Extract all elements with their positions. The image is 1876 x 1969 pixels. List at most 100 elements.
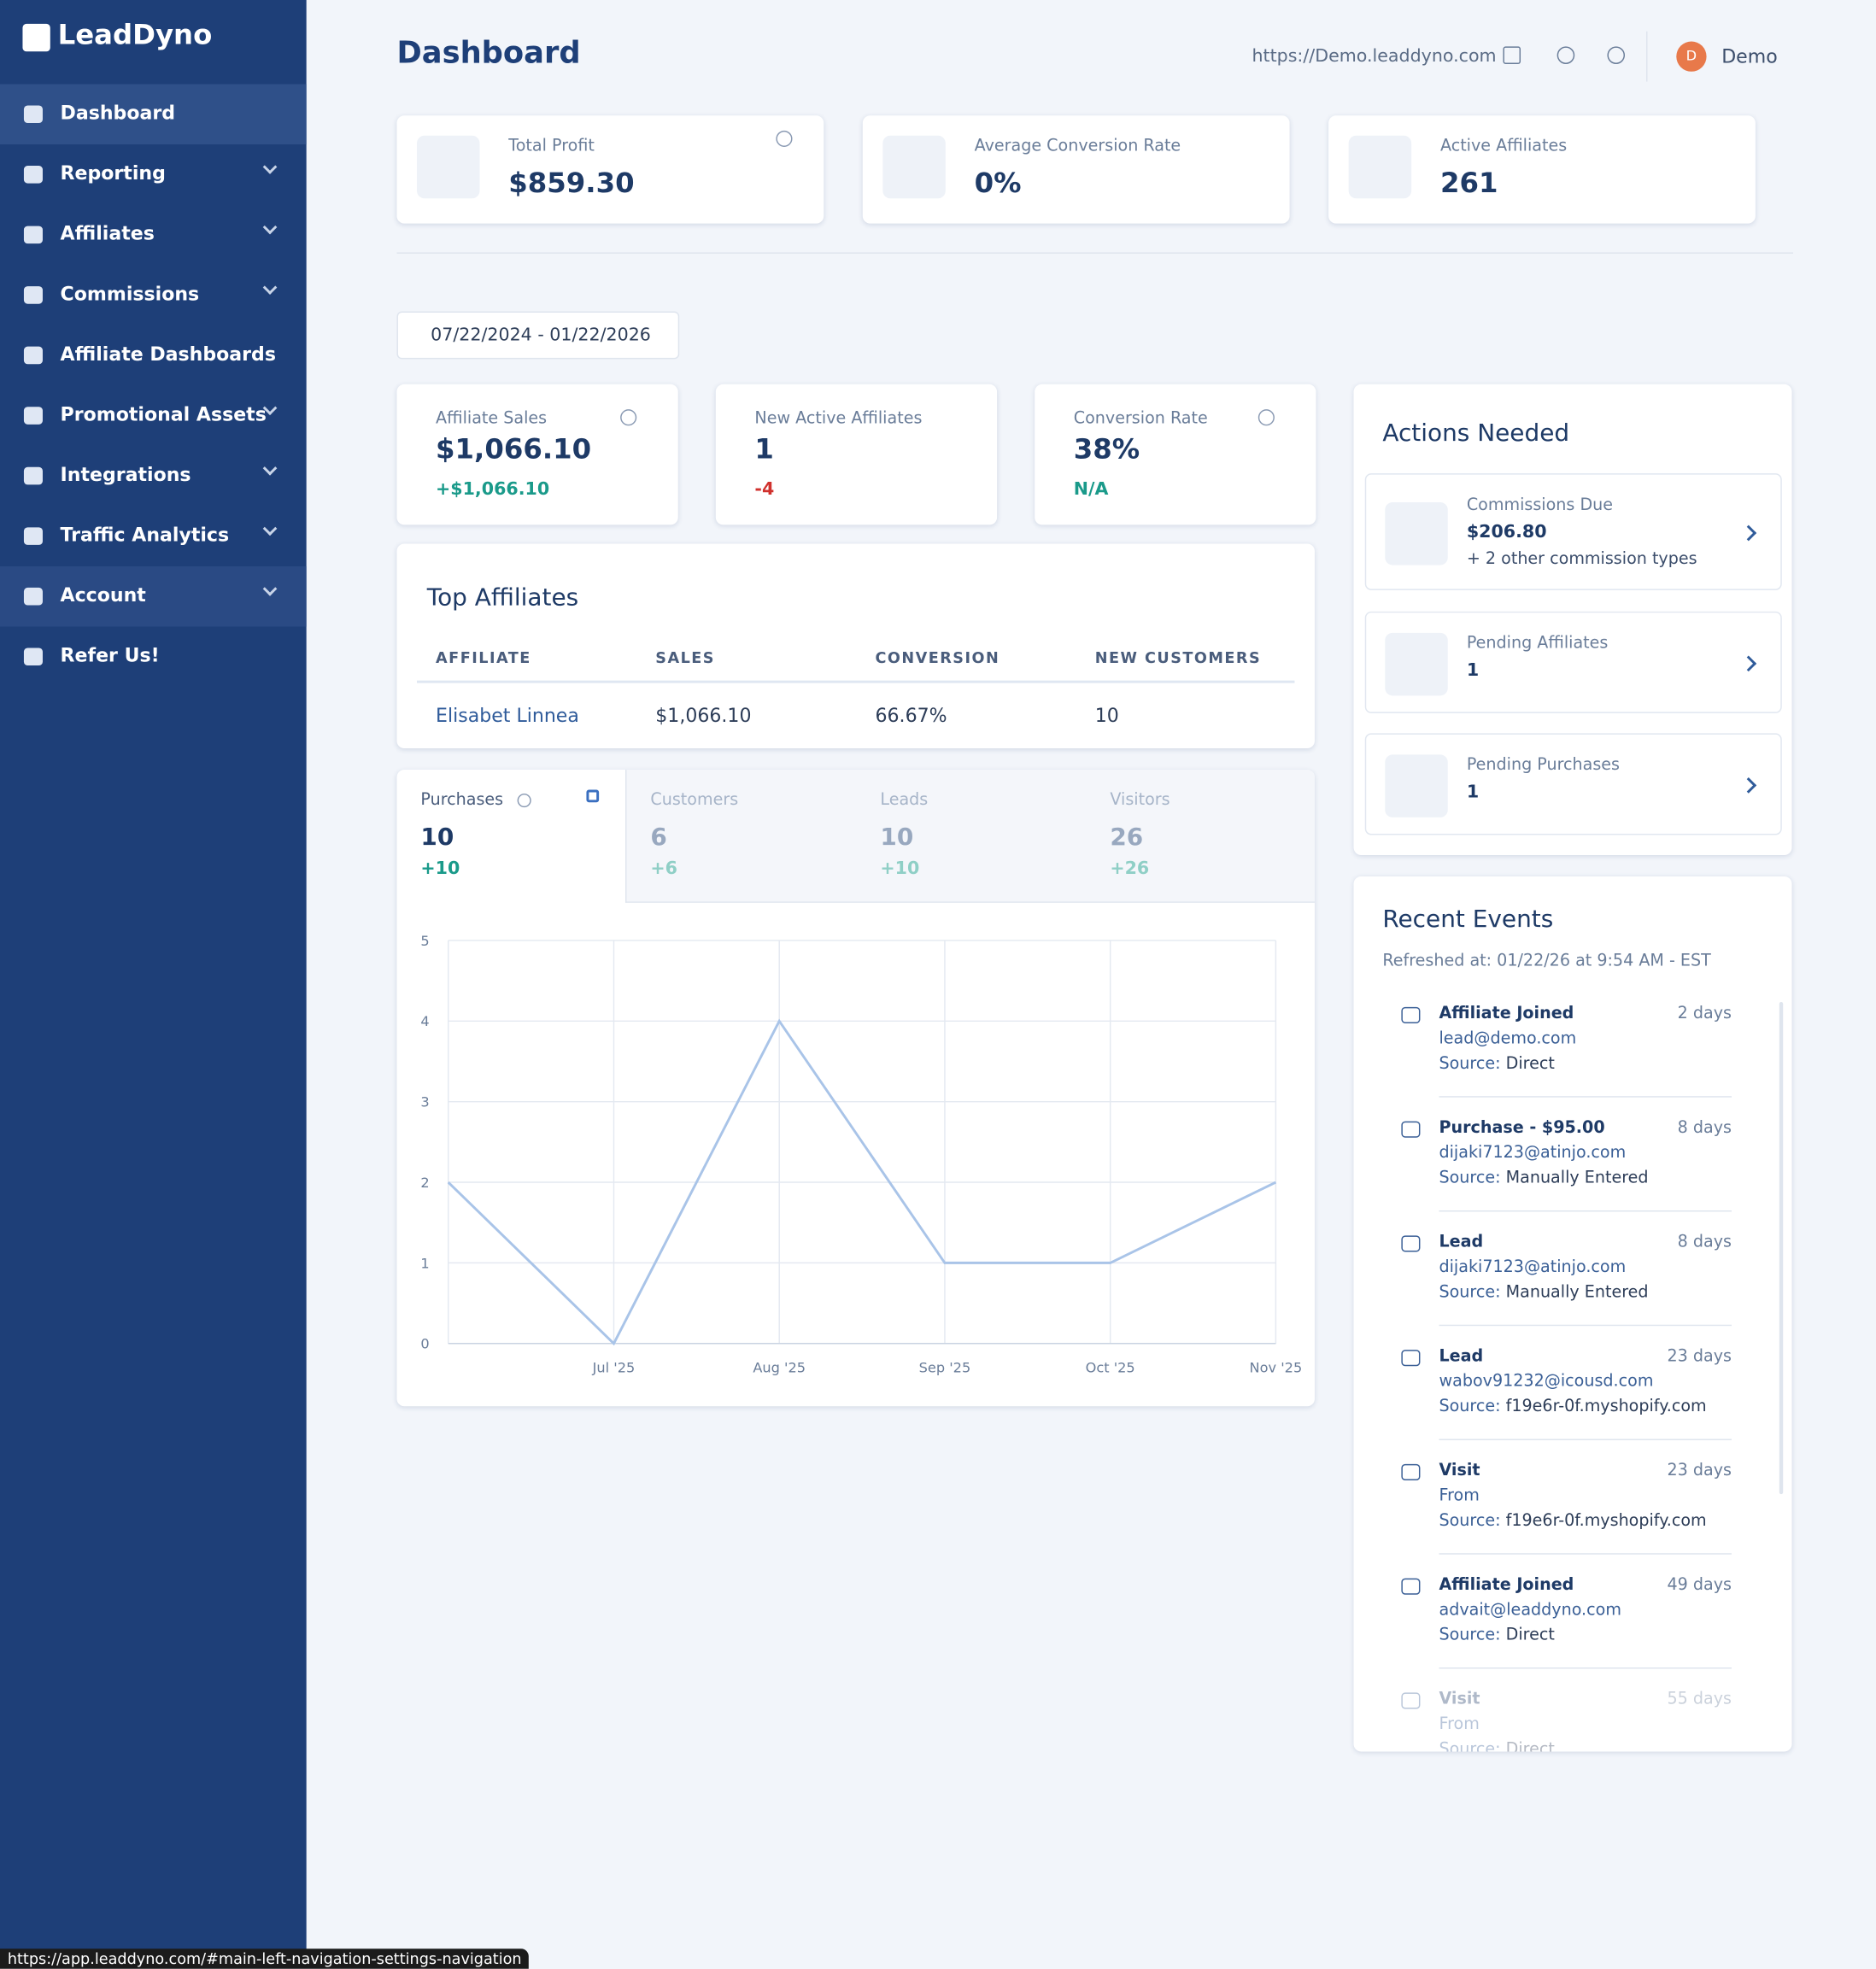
- event-age: 8 days: [1677, 1118, 1732, 1138]
- event: Affiliate Joined 49 days advait@leaddyno.c…: [1354, 1573, 1768, 1688]
- action-label: Pending Purchases: [1466, 755, 1621, 775]
- nav-icon: [23, 648, 43, 666]
- brand: LeadDyno: [57, 20, 213, 52]
- nav-item[interactable]: Affiliate Dashboards: [0, 325, 307, 386]
- nav-label: Reporting: [60, 161, 166, 185]
- affiliate-link[interactable]: Elisabet Linnea: [436, 704, 579, 728]
- card-label: Active Affiliates: [1439, 137, 1568, 156]
- event-title: Visit: [1439, 1690, 1480, 1709]
- kpi-change: +$1,066.10: [436, 479, 550, 501]
- action-value: 1: [1466, 782, 1480, 803]
- refreshed: Refreshed at: 01/22/26 at 9:54 AM - EST: [1382, 952, 1711, 971]
- action-item[interactable]: Pending Purchases 1: [1364, 733, 1782, 835]
- tab[interactable]: Visitors 26 +26: [1110, 788, 1310, 895]
- summary-card: Total Profit $859.30: [396, 115, 824, 224]
- nav-item[interactable]: Affiliates: [0, 205, 307, 266]
- nav-item[interactable]: Commissions: [0, 265, 307, 325]
- date-range[interactable]: 07/22/2024 - 01/22/2026: [396, 311, 680, 360]
- action-item[interactable]: Commissions Due $206.80 + 2 other commissi…: [1364, 473, 1782, 590]
- event-icon: [1401, 1121, 1421, 1138]
- help-icon[interactable]: [776, 130, 793, 147]
- header-icon[interactable]: [1556, 46, 1575, 64]
- nav-icon: [23, 466, 43, 485]
- chevron: [262, 160, 278, 174]
- summary-card: Active Affiliates 261: [1328, 115, 1756, 224]
- nav-icon: [23, 166, 43, 184]
- y-tick-label: 1: [420, 1255, 429, 1271]
- arrow: [1740, 524, 1757, 541]
- nav-item[interactable]: Traffic Analytics: [0, 506, 307, 566]
- nav-label: Commissions: [60, 282, 200, 306]
- event-age: 23 days: [1667, 1347, 1732, 1367]
- action-icon: [1385, 753, 1448, 817]
- nav-item[interactable]: Promotional Assets: [0, 385, 307, 446]
- external-link[interactable]: [586, 789, 600, 803]
- nav-item[interactable]: Integrations: [0, 446, 307, 507]
- events-card: Recent Events Refreshed at: 01/22/26 at 9…: [1353, 876, 1792, 1752]
- tab-label: Leads: [880, 791, 929, 811]
- status-bar: https://app.leaddyno.com/#main-left-navi…: [0, 1948, 530, 1969]
- nav-icon: [23, 407, 43, 425]
- x-tick-label: Jul '25: [592, 1360, 636, 1376]
- chevron: [262, 521, 278, 536]
- chevron: [262, 460, 278, 476]
- header-rule: [417, 680, 1295, 683]
- separator: [396, 252, 1793, 254]
- event-detail: advait@leaddyno.com: [1439, 1601, 1621, 1620]
- nav-item[interactable]: Reporting: [0, 144, 307, 205]
- y-tick-label: 5: [420, 933, 429, 949]
- arrow: [1740, 776, 1757, 794]
- help-icon[interactable]: [1258, 409, 1275, 426]
- action-label: Commissions Due: [1466, 495, 1614, 515]
- user-name[interactable]: Demo: [1721, 44, 1778, 68]
- help-icon[interactable]: [517, 793, 531, 808]
- help-icon[interactable]: [620, 409, 637, 426]
- source-value: f19e6r-0f.myshopify.com: [1505, 1397, 1707, 1417]
- header-icon[interactable]: [1503, 46, 1521, 64]
- nav-label: Dashboard: [60, 102, 176, 125]
- source-label: Source:: [1439, 1626, 1501, 1645]
- event-detail: dijaki7123@atinjo.com: [1439, 1144, 1627, 1163]
- event-detail: From: [1439, 1714, 1480, 1734]
- action-item[interactable]: Pending Affiliates 1: [1364, 611, 1782, 713]
- line: [447, 1018, 1277, 1346]
- event: Visit 23 days From Source: f19e6r-0f.myshop…: [1354, 1459, 1768, 1573]
- event-rule: [1439, 1667, 1732, 1669]
- nav-item[interactable]: Refer Us!: [0, 626, 307, 687]
- y-tick-label: 0: [420, 1336, 429, 1352]
- kpi-card: Conversion Rate 38% N/A: [1035, 384, 1316, 525]
- event-source: Source: Direct: [1439, 1626, 1554, 1644]
- event-rule: [1439, 1210, 1732, 1212]
- kpi-change: -4: [754, 479, 775, 501]
- nav-item[interactable]: Account: [0, 566, 307, 627]
- tab-label: Purchases: [420, 791, 504, 811]
- tab-change: +26: [1110, 859, 1150, 879]
- chevron: [262, 280, 278, 295]
- y-tick-label: 3: [420, 1094, 429, 1110]
- kpi-value: 1: [754, 434, 774, 466]
- source-label: Source:: [1439, 1397, 1501, 1417]
- nav-item[interactable]: Dashboard: [0, 84, 307, 145]
- nav-label: Promotional Assets: [60, 402, 267, 426]
- card-icon: [882, 135, 946, 199]
- card-value: 261: [1439, 167, 1498, 200]
- event: Lead 8 days dijaki7123@atinjo.com Source: M…: [1354, 1230, 1768, 1345]
- event-age: 8 days: [1677, 1233, 1732, 1252]
- event-source: Source: Manually Entered: [1439, 1169, 1648, 1187]
- event-source: Source: Manually Entered: [1439, 1283, 1648, 1302]
- event-rule: [1439, 1553, 1732, 1555]
- nav-label: Refer Us!: [60, 644, 160, 667]
- chevron: [262, 582, 278, 596]
- table-cell: 10: [1094, 704, 1119, 728]
- tab[interactable]: Customers 6 +6: [650, 788, 851, 895]
- avatar[interactable]: D: [1676, 41, 1707, 72]
- event-title: Lead: [1439, 1347, 1484, 1367]
- chart: 0 1 2 3 4 5 Jul '25 Aug '25 Sep '25 Oct '25 Nov '2…: [420, 933, 1302, 1376]
- source-value: Direct: [1505, 1740, 1555, 1752]
- x-tick-label: Sep '25: [919, 1360, 971, 1376]
- header-icon[interactable]: [1607, 46, 1626, 64]
- tab[interactable]: Leads 10 +10: [880, 788, 1081, 895]
- source-value: Manually Entered: [1505, 1169, 1649, 1188]
- nav-icon: [23, 346, 43, 365]
- tab[interactable]: Purchases 10 +10: [420, 788, 621, 895]
